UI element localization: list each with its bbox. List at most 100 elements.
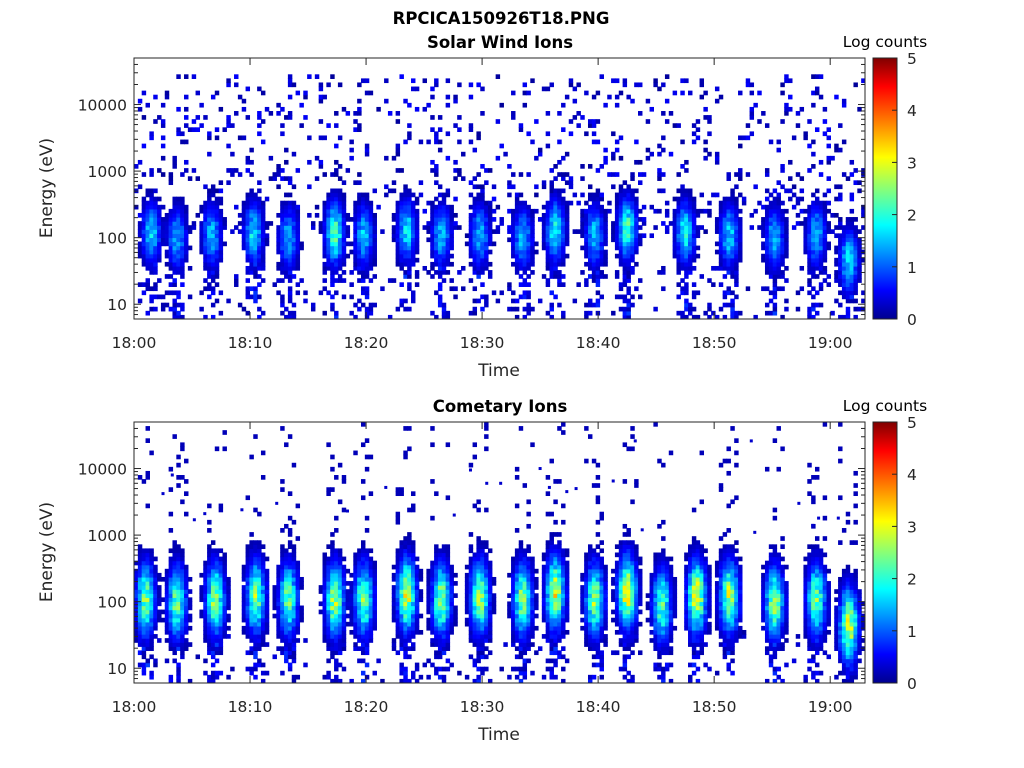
heatmap-cell: [330, 601, 335, 607]
heatmap-cell: [449, 229, 454, 234]
heatmap-cell: [572, 98, 578, 104]
heatmap-cell: [522, 208, 528, 214]
heatmap-cell: [330, 172, 335, 177]
heatmap-cell: [680, 78, 685, 84]
heatmap-cell: [357, 572, 362, 578]
heatmap-cell: [199, 204, 204, 210]
heatmap-cell: [791, 184, 797, 190]
heatmap-cell: [226, 625, 231, 631]
heatmap-cell: [222, 572, 227, 578]
heatmap-cell: [326, 221, 331, 226]
heatmap-cell: [218, 560, 224, 566]
heatmap-cell: [507, 286, 512, 292]
heatmap-cell: [691, 208, 697, 214]
heatmap-cell: [841, 229, 847, 234]
heatmap-cell: [368, 621, 374, 627]
heatmap-cell: [834, 212, 839, 218]
heatmap-cell: [584, 282, 589, 287]
heatmap-cell: [541, 274, 547, 279]
heatmap-cell: [253, 601, 258, 607]
heatmap-cell: [368, 585, 374, 590]
heatmap-cell: [337, 176, 343, 181]
heatmap-cell: [853, 253, 858, 259]
heatmap-cell: [330, 225, 335, 230]
heatmap-cell: [730, 257, 735, 263]
heatmap-cell: [472, 310, 478, 316]
heatmap-cell: [618, 188, 624, 194]
heatmap-cell: [357, 629, 362, 635]
heatmap-cell: [341, 237, 347, 243]
heatmap-cell: [257, 115, 262, 120]
heatmap-cell: [449, 221, 454, 226]
heatmap-cell: [807, 212, 812, 218]
heatmap-cell: [834, 143, 839, 149]
heatmap-cell: [511, 221, 516, 226]
heatmap-cell: [322, 613, 327, 619]
heatmap-cell: [249, 585, 254, 590]
heatmap-cell: [164, 253, 170, 259]
heatmap-cell: [849, 229, 855, 234]
heatmap-cell: [357, 589, 362, 594]
heatmap-cell: [495, 204, 501, 210]
heatmap-cell: [157, 597, 162, 603]
heatmap-cell: [407, 446, 412, 452]
heatmap-cell: [280, 257, 285, 263]
heatmap-cell: [245, 241, 251, 247]
heatmap-cell: [726, 245, 731, 251]
heatmap-cell: [334, 208, 339, 214]
heatmap-cell: [761, 217, 766, 222]
heatmap-cell: [180, 552, 185, 558]
heatmap-cell: [780, 217, 785, 222]
heatmap-cell: [514, 200, 520, 206]
heatmap-cell: [445, 155, 451, 161]
heatmap-cell: [260, 212, 266, 218]
heatmap-cell: [511, 245, 516, 251]
heatmap-cell: [384, 98, 389, 104]
heatmap-cell: [630, 225, 635, 230]
heatmap-cell: [553, 294, 558, 300]
heatmap-cell: [384, 184, 389, 190]
heatmap-cell: [445, 208, 451, 214]
heatmap-cell: [145, 475, 150, 480]
heatmap-cell: [226, 180, 231, 186]
heatmap-cell: [284, 572, 289, 578]
heatmap-cell: [434, 568, 439, 574]
heatmap-cell: [703, 208, 708, 214]
heatmap-cell: [634, 245, 639, 251]
colorbar-tick-label: 0: [907, 311, 917, 329]
heatmap-cell: [688, 241, 693, 247]
heatmap-cell: [441, 217, 447, 222]
heatmap-cell: [434, 613, 439, 619]
heatmap-cell: [618, 253, 624, 259]
heatmap-cell: [834, 233, 839, 239]
heatmap-cell: [634, 229, 639, 234]
heatmap-cell: [514, 229, 520, 234]
heatmap-cell: [726, 302, 731, 308]
heatmap-cell: [699, 78, 705, 84]
heatmap-cell: [326, 265, 331, 271]
heatmap-cell: [180, 589, 185, 594]
heatmap-cell: [511, 249, 516, 255]
heatmap-cell: [387, 111, 393, 116]
heatmap-cell: [807, 119, 812, 124]
heatmap-cell: [718, 265, 724, 271]
heatmap-cell: [245, 270, 251, 275]
heatmap-cell: [160, 294, 166, 300]
heatmap-cell: [284, 581, 289, 586]
heatmap-cell: [257, 613, 262, 619]
heatmap-cell: [145, 609, 150, 615]
heatmap-cell: [484, 241, 489, 247]
heatmap-cell: [622, 241, 628, 247]
heatmap-cell: [353, 634, 358, 639]
heatmap-cell: [707, 212, 712, 218]
heatmap-cell: [214, 204, 220, 210]
heatmap-cell: [168, 466, 174, 472]
heatmap-cell: [245, 601, 251, 607]
heatmap-cell: [172, 245, 177, 251]
heatmap-cell: [257, 261, 262, 267]
heatmap-cell: [430, 237, 435, 243]
heatmap-cell: [849, 294, 855, 300]
heatmap-cell: [322, 253, 327, 259]
heatmap-cell: [287, 491, 293, 497]
heatmap-cell: [249, 270, 254, 275]
